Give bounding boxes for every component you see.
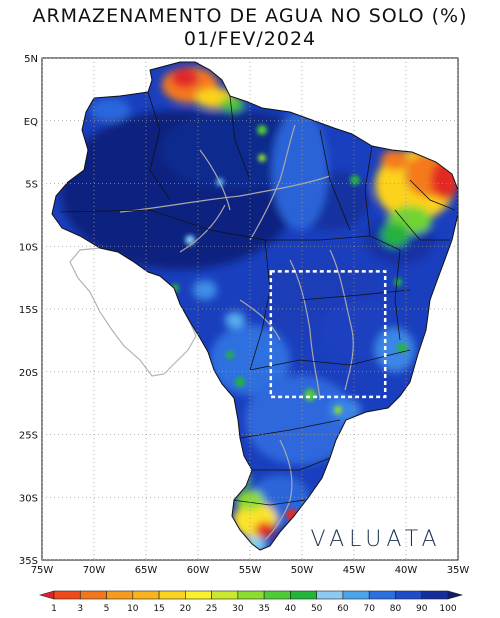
colorbar-label: 10 [127, 604, 139, 614]
colorbar-swatch [79, 590, 107, 600]
colorbar-swatch [211, 590, 239, 600]
lat-tick-label: 10S [19, 242, 38, 253]
colorbar: 1 3 5 10 15 20 25 30 35 40 50 60 70 80 90 100 [38, 590, 464, 614]
colorbar-label: 50 [311, 604, 323, 614]
colorbar-label: 20 [180, 604, 192, 614]
lon-tick-label: 65W [135, 565, 158, 576]
colorbar-min-arrow [38, 590, 55, 600]
watermark: VALUATA [310, 527, 441, 552]
lon-tick-label: 40W [395, 565, 418, 576]
map-date: 01/FEV/2024 [183, 28, 317, 50]
lat-tick-label: 5N [24, 54, 38, 65]
lon-tick-label: 45W [343, 565, 366, 576]
colorbar-label: 25 [206, 604, 217, 614]
colorbar-label: 35 [258, 604, 269, 614]
colorbar-swatch [368, 590, 396, 600]
colorbar-swatch [342, 590, 370, 600]
latitude-axis: 5N EQ 5S 10S 15S 20S 25S 30S 35S [19, 54, 38, 567]
colorbar-max-arrow [447, 590, 464, 600]
lat-tick-label: 20S [19, 368, 38, 379]
map-title: ARMAZENAMENTO DE AGUA NO SOLO (%) [32, 5, 468, 27]
lon-tick-label: 60W [187, 565, 210, 576]
lat-tick-label: 5S [25, 180, 38, 191]
colorbar-swatch [237, 590, 265, 600]
colorbar-label: 70 [363, 604, 375, 614]
lat-tick-label: 25S [19, 431, 38, 442]
lat-tick-label: EQ [24, 117, 38, 128]
colorbar-swatch [316, 590, 344, 600]
colorbar-swatch [395, 590, 423, 600]
colorbar-swatch [132, 590, 160, 600]
lat-tick-label: 15S [19, 305, 38, 316]
colorbar-label: 30 [232, 604, 244, 614]
colorbar-label: 3 [77, 604, 83, 614]
colorbar-swatch [290, 590, 317, 600]
lat-tick-label: 35S [19, 556, 38, 567]
lat-tick-label: 30S [19, 493, 38, 504]
colorbar-label: 15 [153, 604, 164, 614]
colorbar-label: 40 [285, 604, 297, 614]
lat-lon-grid [42, 58, 458, 560]
colorbar-swatch [421, 590, 449, 600]
colorbar-label: 60 [337, 604, 349, 614]
colorbar-swatch [185, 590, 212, 600]
lon-tick-label: 50W [291, 565, 314, 576]
moisture-field [52, 62, 458, 550]
lon-tick-label: 75W [31, 565, 54, 576]
colorbar-swatch [263, 590, 291, 600]
longitude-axis: 75W 70W 65W 60W 55W 50W 45W 40W 35W [31, 565, 470, 576]
colorbar-swatch [158, 590, 186, 600]
lon-tick-label: 55W [239, 565, 262, 576]
colorbar-label: 80 [390, 604, 402, 614]
colorbar-label: 5 [104, 604, 110, 614]
colorbar-swatch [106, 590, 134, 600]
colorbar-label: 90 [416, 604, 428, 614]
colorbar-label: 100 [439, 604, 456, 614]
lon-tick-label: 35W [447, 565, 470, 576]
highlight-region [269, 270, 387, 399]
colorbar-label: 1 [51, 604, 57, 614]
colorbar-swatch [53, 590, 81, 600]
lon-tick-label: 70W [83, 565, 106, 576]
